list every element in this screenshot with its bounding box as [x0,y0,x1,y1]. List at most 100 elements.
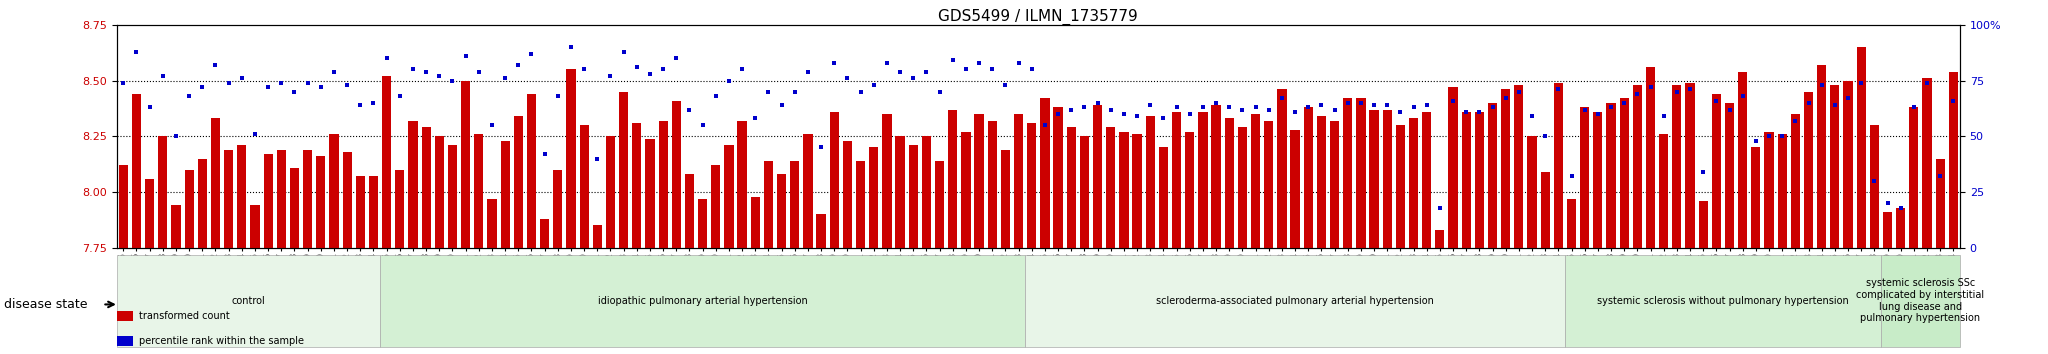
Point [186,84,219,90]
Bar [117,336,133,346]
Point [1305,102,1337,108]
Bar [803,134,813,248]
Bar [1686,83,1694,248]
Point [1081,100,1114,105]
Text: idiopathic pulmonary arterial hypertension: idiopathic pulmonary arterial hypertensi… [598,296,807,306]
Bar [829,112,840,248]
Bar [383,76,391,248]
Bar [909,145,918,248]
Point [1042,111,1075,117]
Point [1489,96,1522,101]
Bar [1606,103,1616,248]
Bar [1554,83,1563,248]
Bar [1712,94,1720,248]
Bar [764,161,772,248]
Bar [1659,134,1669,248]
Bar [1831,85,1839,248]
Bar [1106,127,1116,248]
Point [989,82,1022,88]
Point [1554,173,1587,179]
Bar [1382,109,1393,248]
Bar [633,123,641,248]
Point [1120,113,1153,119]
Point [1094,107,1126,112]
Point [621,64,653,70]
Bar [1790,114,1800,248]
Point [133,104,166,110]
Point [766,102,799,108]
Bar [1778,134,1786,248]
Point [1370,102,1403,108]
Bar [844,141,852,248]
Point [1358,102,1391,108]
Point [1067,104,1100,110]
Point [1608,100,1640,105]
Point [489,75,522,81]
Bar [526,94,537,248]
Point [1108,111,1141,117]
Bar [184,170,195,248]
Point [1700,98,1733,103]
Point [1804,82,1837,88]
Bar [1540,172,1550,248]
Bar [303,150,311,248]
Bar [1278,90,1286,248]
Bar [1593,112,1602,248]
Bar [856,161,864,248]
Point [1673,87,1706,92]
Bar [567,69,575,248]
Point [1726,93,1759,99]
Bar [1567,199,1577,248]
Bar [1880,255,1960,347]
Bar [1882,212,1892,248]
Point [199,62,231,68]
Bar [1198,112,1208,248]
Point [1503,89,1536,95]
Bar [1094,105,1102,248]
Bar [1290,130,1300,248]
Bar [922,136,932,248]
Point [739,116,772,121]
Point [1858,178,1890,184]
Point [1001,60,1034,65]
Bar [1171,112,1182,248]
Point [145,73,180,79]
Bar [868,148,879,248]
Point [1450,109,1483,115]
Bar [1053,107,1063,248]
Text: transformed count: transformed count [139,311,229,321]
Bar [580,125,588,248]
Point [936,58,969,63]
Bar [1343,98,1352,248]
Bar [131,94,141,248]
Bar [1501,90,1509,248]
Bar [1843,80,1853,248]
Point [791,69,823,74]
Bar [817,214,825,248]
Point [1516,113,1548,119]
Point [1278,109,1311,115]
Point [225,75,258,81]
Bar [1421,112,1432,248]
Point [1792,100,1825,105]
Bar [776,174,786,248]
Point [633,71,666,77]
Point [1911,80,1944,86]
Point [502,62,535,68]
Point [924,89,956,95]
Point [1411,102,1444,108]
Point [1845,80,1878,86]
Point [1831,96,1864,101]
Point [1923,173,1956,179]
Point [659,55,692,61]
Text: systemic sclerosis SSc
complicated by interstitial
lung disease and
pulmonary hy: systemic sclerosis SSc complicated by in… [1855,279,1985,323]
Point [1462,109,1495,115]
Point [1712,107,1745,112]
Point [160,133,193,139]
Bar [211,119,219,248]
Bar [1145,116,1155,248]
Point [1147,116,1180,121]
Point [475,122,508,128]
Point [252,84,285,90]
Point [1872,200,1905,206]
